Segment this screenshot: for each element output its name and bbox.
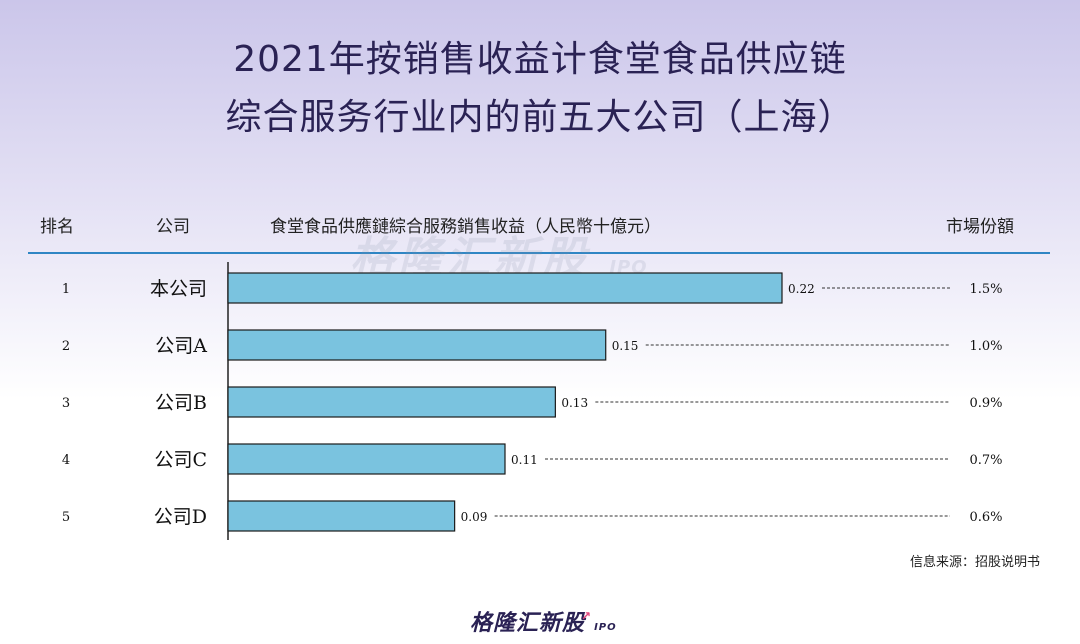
- market-share-label: 0.7%: [969, 453, 1002, 468]
- company-label: 公司C: [154, 449, 207, 471]
- company-label: 公司D: [154, 506, 207, 528]
- header-revenue: 食堂食品供應鏈綜合服務銷售收益（人民幣十億元）: [270, 217, 661, 237]
- logo-text: 格隆汇新股: [470, 611, 586, 636]
- logo-arrow-icon: ↗: [581, 609, 593, 623]
- header-market-share: 市場份額: [946, 217, 1014, 237]
- bar: [227, 272, 783, 304]
- logo-ipo: IPO: [594, 622, 617, 633]
- value-label: 0.11: [511, 453, 538, 467]
- header-divider: [28, 252, 1050, 254]
- market-share-label: 0.6%: [969, 510, 1002, 525]
- market-share-label: 0.9%: [969, 396, 1002, 411]
- value-label: 0.22: [788, 282, 815, 296]
- bar: [227, 500, 456, 532]
- logo: 格隆汇新股↗IPO: [470, 605, 617, 637]
- bar: [227, 443, 506, 475]
- company-label: 公司B: [155, 392, 207, 414]
- company-label: 公司A: [155, 335, 207, 357]
- value-label: 0.13: [561, 396, 588, 410]
- source-note: 信息来源：招股说明书: [909, 555, 1040, 570]
- value-label: 0.09: [461, 510, 488, 524]
- bar: [227, 386, 556, 418]
- rank-label: 5: [62, 510, 70, 525]
- chart-title-line1: 2021年按销售收益计食堂食品供应链: [233, 39, 847, 80]
- header-rank: 排名: [40, 217, 74, 237]
- value-label: 0.15: [612, 339, 639, 353]
- market-share-label: 1.0%: [969, 339, 1002, 354]
- chart-title-line2: 综合服务行业内的前五大公司（上海）: [225, 97, 855, 138]
- market-share-label: 1.5%: [969, 282, 1002, 297]
- rank-label: 1: [62, 282, 70, 297]
- company-label: 本公司: [150, 278, 207, 300]
- bar: [227, 329, 607, 361]
- rank-label: 2: [62, 339, 70, 354]
- header-company: 公司: [156, 217, 190, 237]
- rank-label: 3: [62, 396, 70, 411]
- rank-label: 4: [62, 453, 70, 468]
